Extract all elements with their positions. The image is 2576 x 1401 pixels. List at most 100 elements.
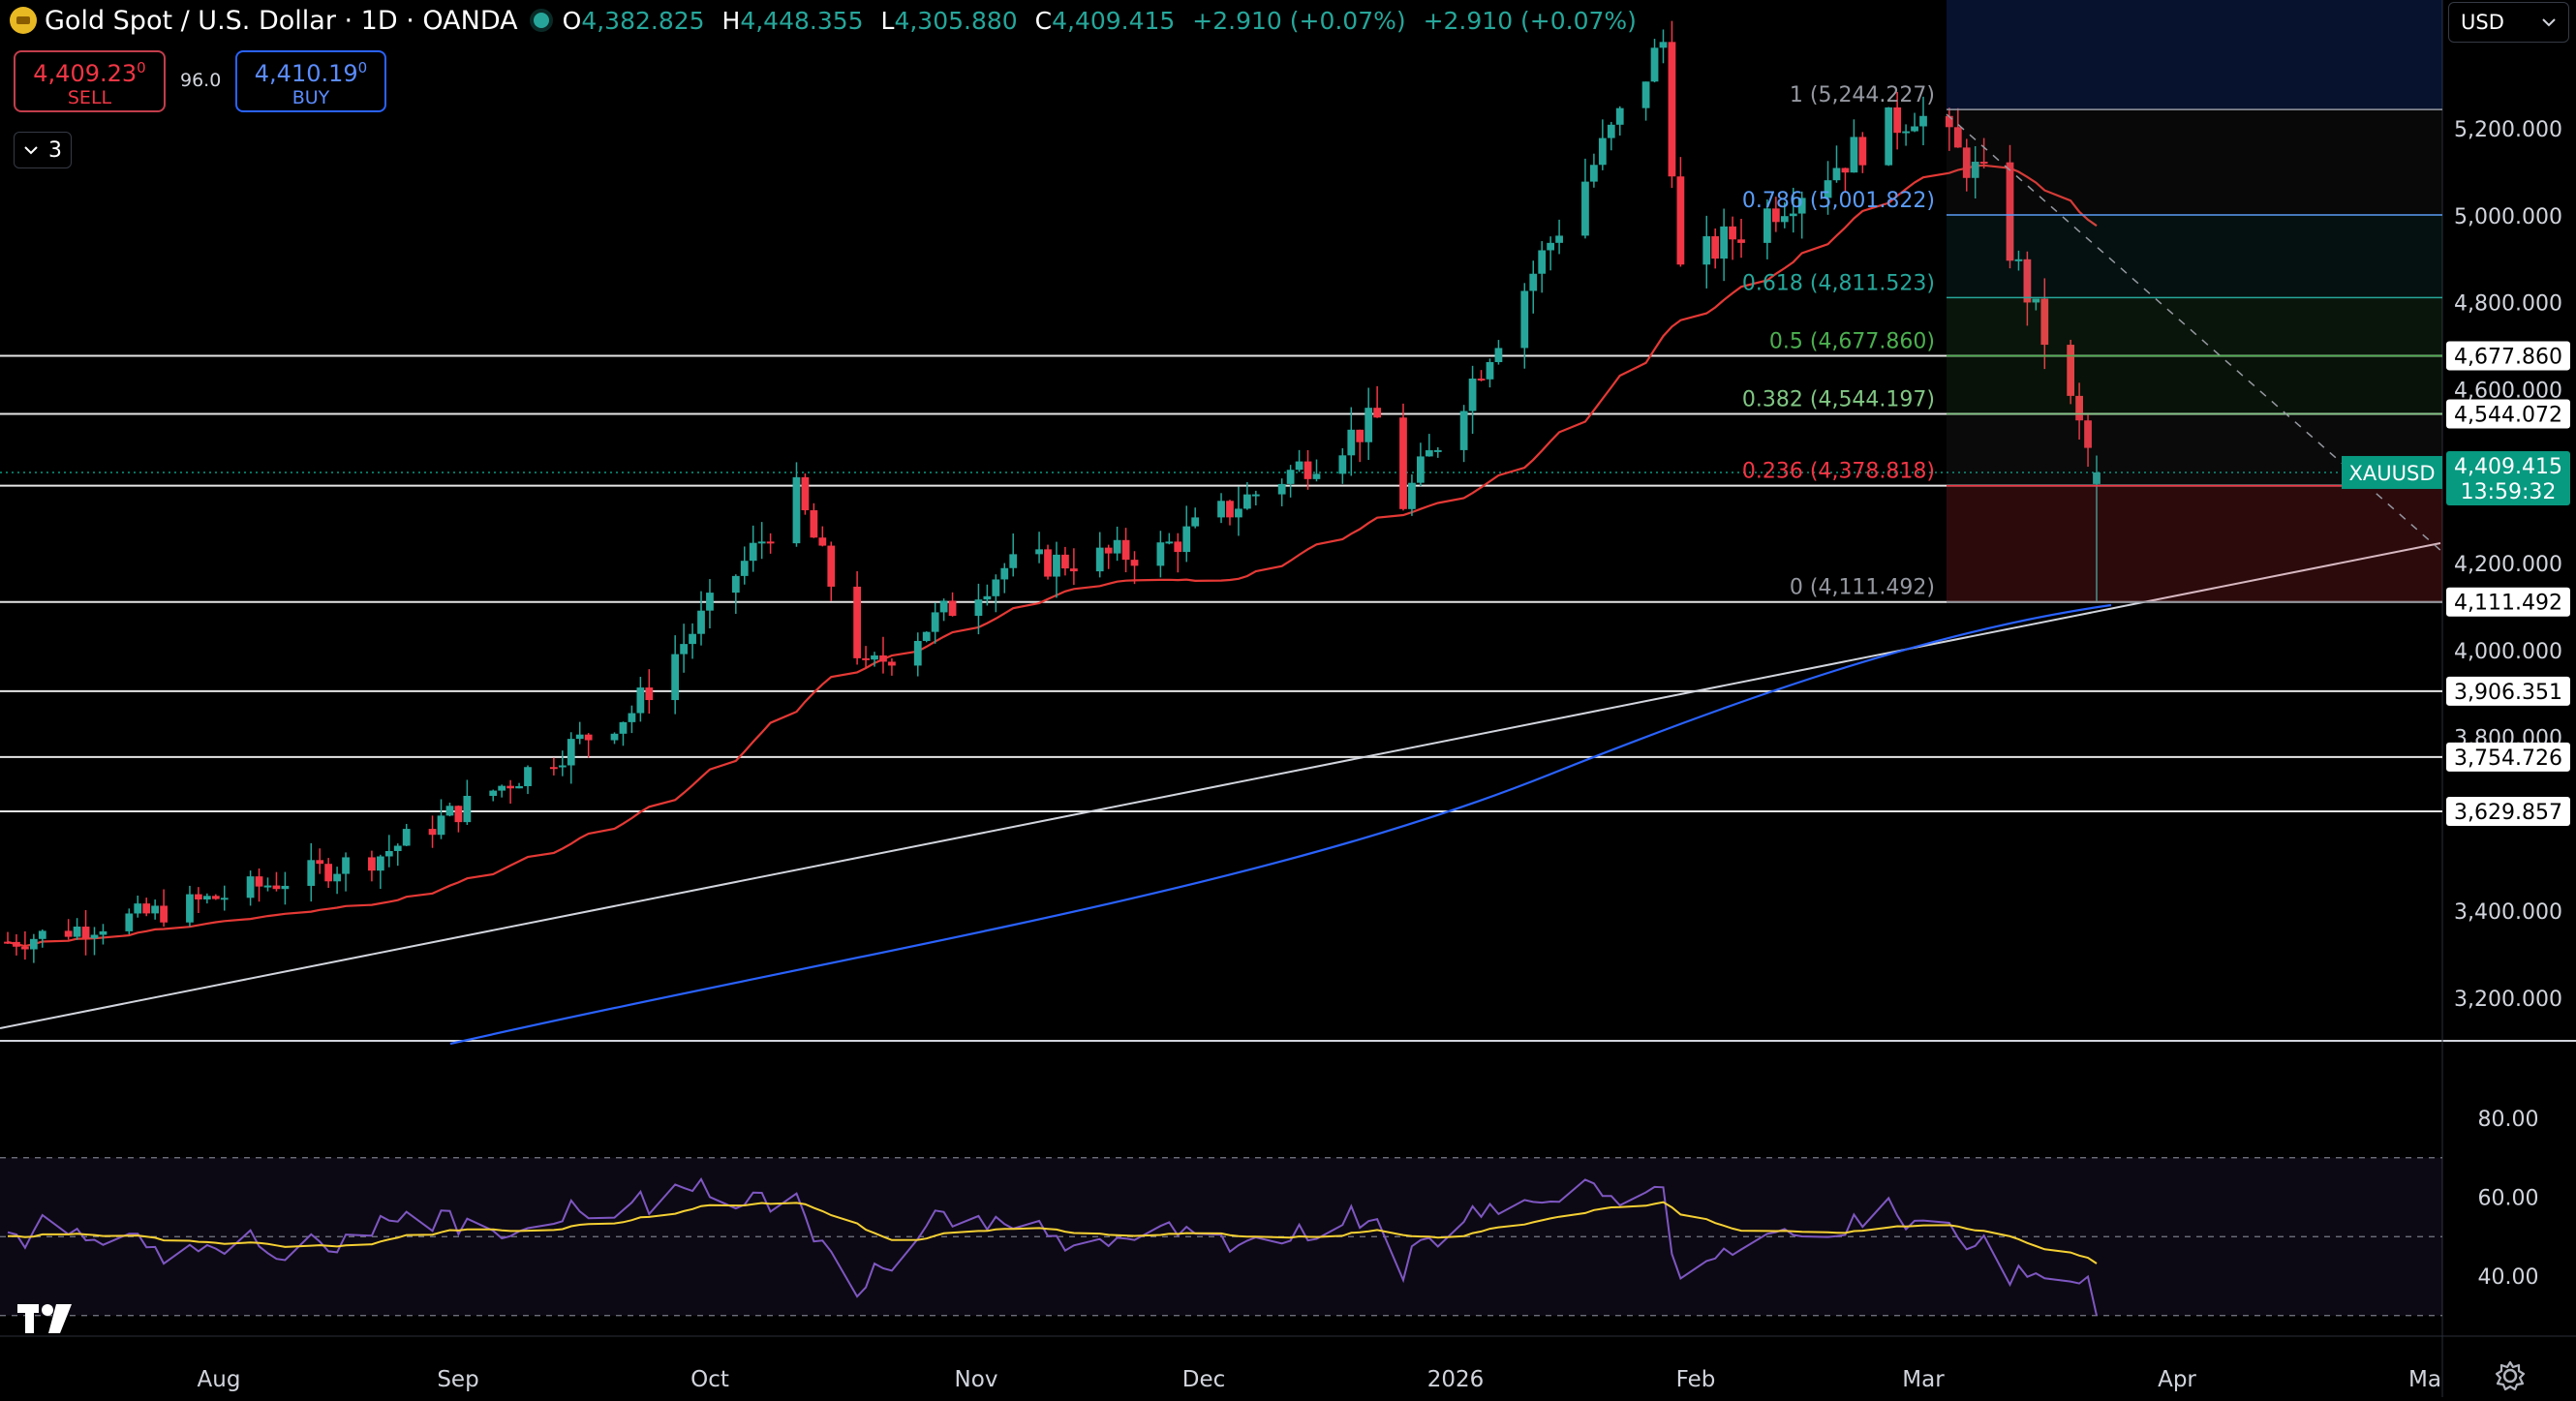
candle (1113, 526, 1121, 562)
candle-body (202, 896, 211, 900)
candle-body (402, 829, 411, 846)
candle-body (99, 930, 107, 935)
buy-button[interactable]: 4,410.190 BUY (235, 50, 386, 112)
sell-price: 4,409.230 (33, 54, 145, 87)
fib-level-label-6: 0 (4,111.492) (1790, 576, 1935, 600)
candle-body (125, 913, 134, 931)
fib-level-label-2: 0.618 (4,811.523) (1742, 271, 1935, 295)
candle-body (1789, 213, 1797, 217)
candle (2006, 144, 2014, 269)
candle-body (792, 476, 801, 544)
candle (1121, 528, 1130, 573)
candle (272, 871, 281, 892)
currency-value: USD (2461, 11, 2504, 34)
candle-body (29, 938, 38, 950)
buy-price-pip: 0 (357, 59, 368, 76)
candle-body (2023, 259, 2032, 303)
high-label: H (721, 6, 741, 35)
candle (740, 546, 749, 585)
candle (1953, 107, 1962, 148)
candle (1789, 187, 1797, 233)
candle (1538, 241, 1547, 293)
ascending-trendline (0, 542, 2441, 1029)
candle (220, 885, 229, 911)
candle (1590, 153, 1598, 188)
price-axis-tick-7: 3,400.000 (2454, 900, 2562, 925)
candle-body (1277, 483, 1286, 495)
candle-body (939, 600, 948, 613)
time-axis[interactable]: Aug Sep Oct Nov Dec 2026 Feb Mar Apr Ma (198, 1367, 2441, 1392)
candle-body (2084, 420, 2092, 448)
market-status-icon (533, 13, 549, 28)
candle-body (1303, 461, 1312, 479)
candle-body (879, 655, 887, 662)
candle-body (524, 767, 532, 786)
candle (792, 462, 801, 547)
candle (202, 893, 211, 904)
low-value: 4,305.880 (894, 6, 1018, 35)
price-axis[interactable]: 5,200.000 5,000.000 4,800.000 4,600.000 4,20… (2342, 118, 2570, 1012)
open-value: 4,382.825 (581, 6, 705, 35)
fib-trend-line (1946, 113, 2443, 553)
candle (1399, 403, 1407, 511)
candle-body (862, 657, 870, 660)
candle (810, 503, 818, 538)
candle-body (1581, 181, 1589, 236)
symbol-title[interactable]: Gold Spot / U.S. Dollar · 1D · OANDA (45, 5, 518, 36)
candle (1477, 370, 1486, 381)
currency-selector[interactable]: USD (2448, 2, 2569, 43)
fib-zone-2 (1947, 297, 2442, 356)
fib-zone-5 (1947, 485, 2442, 602)
candle-body (1902, 131, 1910, 134)
time-axis-label-6: Feb (1676, 1367, 1716, 1392)
sell-price-pip: 0 (137, 59, 146, 76)
rsi-axis-tick-1: 60.00 (2478, 1187, 2539, 1211)
candle (38, 929, 46, 948)
candle-body (1763, 208, 1771, 243)
candle-body (333, 873, 341, 882)
candle-body (671, 654, 680, 701)
sell-price-main: 4,409.23 (33, 60, 138, 87)
candle (1130, 551, 1139, 585)
candle-body (1373, 408, 1382, 418)
candle-body (1841, 168, 1850, 173)
candle (1174, 533, 1182, 573)
candle (281, 871, 290, 905)
indicators-collapse-button[interactable]: 3 (14, 132, 72, 168)
rsi-line (7, 1176, 2098, 1317)
candle (125, 908, 134, 935)
settings-gear-icon[interactable] (2493, 1358, 2528, 1393)
candle-body (888, 661, 896, 666)
candle-body (948, 600, 957, 617)
candle-body (376, 856, 384, 871)
candle (1962, 138, 1971, 192)
level-tag-label-5: 3,754.726 (2454, 746, 2562, 771)
candle (697, 591, 705, 646)
candle (983, 584, 992, 606)
low-label: L (880, 6, 895, 35)
sell-button[interactable]: 4,409.230 SELL (14, 50, 166, 112)
candle (195, 887, 202, 914)
time-axis-label-4: Dec (1182, 1367, 1226, 1392)
candle-body (697, 610, 705, 634)
candle-body (151, 905, 160, 914)
price-axis-tick-3: 4,600.000 (2454, 379, 2562, 403)
candle-body (1832, 168, 1841, 181)
candle (992, 574, 1000, 613)
candle-body (1911, 126, 1918, 132)
candle-body (1702, 236, 1711, 265)
candle (255, 868, 263, 902)
price-axis-tick-1: 5,000.000 (2454, 205, 2562, 229)
tradingview-logo-icon[interactable] (17, 1297, 76, 1345)
candle-body (1113, 539, 1121, 554)
fib-zone-3 (1947, 355, 2442, 414)
candle-body (1425, 450, 1433, 457)
candle-body (263, 885, 272, 888)
candle-body (801, 476, 810, 511)
candle-body (1009, 554, 1018, 568)
candle-body (1235, 508, 1242, 518)
candle-body (2014, 259, 2023, 261)
candle (1555, 219, 1563, 255)
